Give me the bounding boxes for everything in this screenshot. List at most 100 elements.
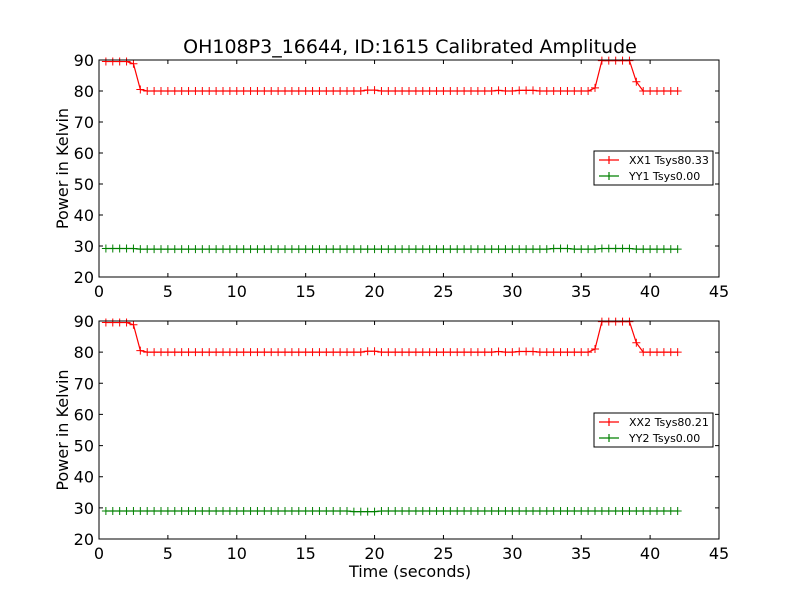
data-point-marker <box>432 348 441 357</box>
data-point-marker <box>157 506 165 515</box>
axes-frame <box>98 320 720 540</box>
data-point-marker <box>377 348 386 357</box>
data-point-marker <box>101 244 110 253</box>
data-point-marker <box>225 87 234 95</box>
data-point-marker <box>673 348 682 357</box>
y-tick-label: 50 <box>74 437 94 456</box>
data-point-marker <box>398 245 407 254</box>
data-point-marker <box>625 244 634 253</box>
data-point-marker <box>101 506 110 515</box>
data-point-marker <box>439 245 448 254</box>
data-point-marker <box>611 506 620 515</box>
data-point-marker <box>625 317 634 326</box>
data-point-marker <box>584 348 593 357</box>
data-point-marker <box>453 506 462 515</box>
data-point-marker <box>535 506 544 515</box>
data-point-marker <box>343 348 351 357</box>
data-point-marker <box>570 87 579 95</box>
data-point-marker <box>653 87 661 95</box>
y-tick-label: 50 <box>74 175 94 194</box>
data-point-marker <box>260 506 269 515</box>
legend-label-1: XX2 Tsys80.21 <box>629 416 709 429</box>
data-point-marker <box>487 245 496 254</box>
data-point-marker <box>349 507 358 516</box>
data-point-marker <box>659 348 668 357</box>
data-point-marker <box>239 506 248 515</box>
data-point-marker <box>191 87 200 95</box>
x-tick-label: 0 <box>94 544 104 563</box>
data-point-marker <box>336 245 345 254</box>
data-point-marker <box>529 347 537 356</box>
data-point-marker <box>398 87 407 95</box>
y-tick-label: 90 <box>74 312 94 331</box>
data-point-marker <box>232 506 241 515</box>
data-point-marker <box>322 87 331 95</box>
data-point-marker <box>673 245 682 254</box>
y-tick-label: 30 <box>74 499 94 518</box>
data-point-marker <box>315 87 324 95</box>
data-point-marker <box>453 87 462 95</box>
data-point-marker <box>384 87 393 95</box>
data-point-marker <box>508 245 517 254</box>
data-point-marker <box>267 348 276 357</box>
data-point-marker <box>480 506 489 515</box>
data-point-marker <box>329 506 338 515</box>
data-point-marker <box>591 245 599 254</box>
data-point-marker <box>556 348 565 357</box>
data-point-marker <box>246 348 255 357</box>
data-point-marker <box>294 245 303 254</box>
data-point-marker <box>198 87 207 95</box>
data-point-marker <box>136 245 145 254</box>
data-point-marker <box>473 87 482 95</box>
data-point-marker <box>632 338 641 347</box>
data-point-marker <box>432 506 441 515</box>
data-point-marker <box>391 348 400 357</box>
data-point-marker <box>225 348 234 357</box>
data-point-marker <box>322 348 331 357</box>
data-point-marker <box>673 506 682 515</box>
data-point-marker <box>632 77 641 86</box>
data-point-marker <box>274 245 283 254</box>
data-point-marker <box>487 506 496 515</box>
data-point-marker <box>253 506 262 515</box>
data-point-marker <box>363 245 372 254</box>
data-point-marker <box>446 245 455 254</box>
data-point-marker <box>101 318 110 327</box>
data-point-marker <box>529 506 537 515</box>
data-point-marker <box>591 345 599 354</box>
data-point-marker <box>411 245 420 254</box>
x-tick-label: 15 <box>295 282 315 301</box>
data-point-marker <box>508 87 517 95</box>
data-point-marker <box>177 87 186 95</box>
data-point-marker <box>370 347 379 356</box>
data-point-marker <box>294 87 303 95</box>
data-point-marker <box>253 87 262 95</box>
x-tick-label: 25 <box>433 282 453 301</box>
data-point-marker <box>108 57 117 66</box>
data-point-marker <box>584 506 593 515</box>
data-point-marker <box>473 506 482 515</box>
data-point-marker <box>611 56 620 65</box>
data-point-marker <box>232 87 241 95</box>
data-point-marker <box>198 348 207 357</box>
data-point-marker <box>425 348 434 357</box>
data-point-marker <box>253 245 262 254</box>
data-point-marker <box>646 506 655 515</box>
data-point-marker <box>198 245 207 254</box>
y-tick-label: 20 <box>74 268 94 287</box>
data-point-marker <box>529 86 537 95</box>
x-axis-label: Time (seconds) <box>348 562 471 581</box>
data-point-marker <box>329 245 338 254</box>
data-point-marker <box>556 506 565 515</box>
y-tick-label: 60 <box>74 144 94 163</box>
data-point-marker <box>480 245 489 254</box>
data-point-marker <box>418 506 427 515</box>
data-point-marker <box>246 506 255 515</box>
legend-marker-1 <box>599 418 619 426</box>
data-point-marker <box>439 506 448 515</box>
data-point-marker <box>570 245 579 254</box>
data-point-marker <box>515 506 524 515</box>
data-point-marker <box>267 506 276 515</box>
data-point-marker <box>108 318 117 327</box>
data-point-marker <box>267 245 276 254</box>
